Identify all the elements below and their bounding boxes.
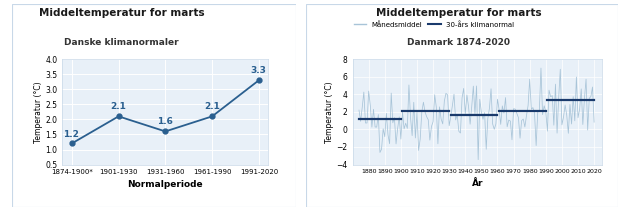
X-axis label: År: År [472,179,483,188]
Text: 2.1: 2.1 [204,102,220,111]
X-axis label: Normalperiode: Normalperiode [127,180,203,189]
Text: DMI: DMI [589,50,600,55]
Text: Middeltemperatur for marts: Middeltemperatur for marts [376,8,542,18]
Text: Danmark 1874-2020: Danmark 1874-2020 [407,38,510,47]
FancyBboxPatch shape [12,4,296,207]
Text: 3.3: 3.3 [251,66,266,75]
FancyBboxPatch shape [306,4,618,207]
Text: 2.1: 2.1 [110,102,126,111]
Text: DMI: DMI [252,50,263,55]
Text: 1.6: 1.6 [157,118,173,126]
Y-axis label: Temperatur (°C): Temperatur (°C) [34,81,42,143]
Text: Middeltemperatur for marts: Middeltemperatur for marts [39,8,205,18]
Text: 1.2: 1.2 [64,130,79,139]
Legend: Månedsmiddel, 30-års klimanormal: Månedsmiddel, 30-års klimanormal [351,18,517,31]
Y-axis label: Temperatur (°C): Temperatur (°C) [324,81,334,143]
Text: Danske klimanormaler: Danske klimanormaler [64,38,179,47]
